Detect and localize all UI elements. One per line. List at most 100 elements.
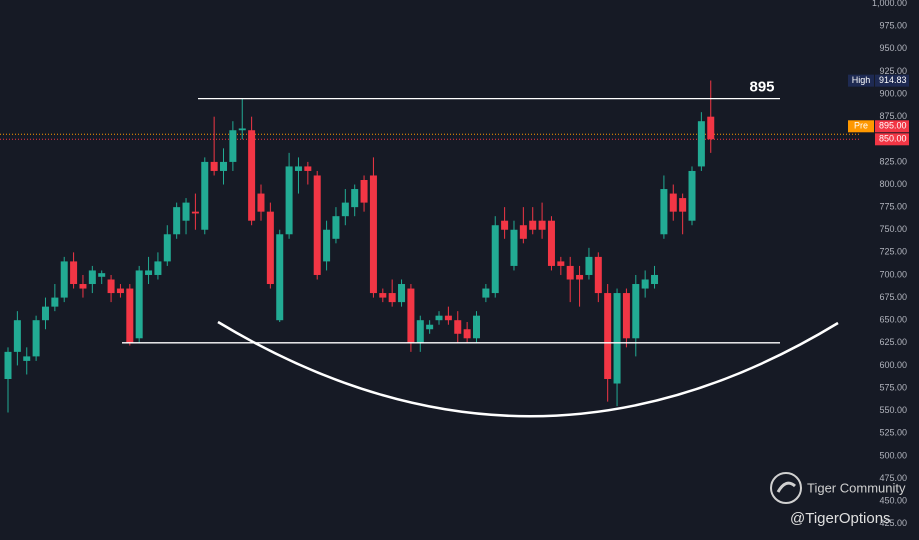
candle-body xyxy=(529,220,537,230)
y-tick-label: 750.00 xyxy=(879,224,907,234)
candle-body xyxy=(229,130,237,162)
candle-body xyxy=(388,293,396,303)
candle-body xyxy=(135,270,143,339)
candle-body xyxy=(622,293,630,339)
y-tick-label: 950.00 xyxy=(879,43,907,53)
candle-body xyxy=(379,293,387,298)
candle-body xyxy=(576,274,584,280)
y-tick-label: 775.00 xyxy=(879,202,907,212)
y-tick-label: 525.00 xyxy=(879,428,907,438)
y-tick-label: 825.00 xyxy=(879,156,907,166)
candle-body xyxy=(707,116,715,140)
candle-body xyxy=(557,261,565,266)
watermark: @TigerOptions xyxy=(790,510,891,527)
candle-body xyxy=(435,315,443,321)
candle-body xyxy=(501,220,509,230)
candle-body xyxy=(697,121,705,167)
candle-body xyxy=(323,229,331,262)
candle-body xyxy=(51,297,59,307)
price-tag-bg xyxy=(875,120,909,133)
candle-body xyxy=(604,293,612,379)
price-tag-bg xyxy=(875,133,909,146)
candle-body xyxy=(23,356,31,361)
y-tick-label: 575.00 xyxy=(879,382,907,392)
y-tick-label: 900.00 xyxy=(879,88,907,98)
y-tick-label: 1,000.00 xyxy=(872,0,907,8)
candle-body xyxy=(294,166,302,171)
y-tick-label: 675.00 xyxy=(879,292,907,302)
price-tag-name: High xyxy=(852,75,871,85)
logo xyxy=(770,472,802,504)
y-tick-label: 800.00 xyxy=(879,179,907,189)
candle-body xyxy=(632,284,640,339)
candle-body xyxy=(32,320,40,357)
candle-body xyxy=(473,315,480,339)
candle-body xyxy=(454,320,462,334)
candle-body xyxy=(426,324,434,330)
candle-body xyxy=(4,351,12,379)
candle-body xyxy=(679,198,687,212)
candle-body xyxy=(444,315,452,321)
candle-body xyxy=(463,329,471,339)
y-tick-label: 550.00 xyxy=(879,405,907,415)
candle-body xyxy=(266,211,274,285)
y-tick-label: 700.00 xyxy=(879,269,907,279)
candle-body xyxy=(60,261,68,298)
logo-mark xyxy=(776,481,796,493)
candle-body xyxy=(538,220,546,230)
candle-body xyxy=(360,180,368,203)
candle-body xyxy=(566,265,574,280)
candle-body xyxy=(79,284,87,289)
candle-body xyxy=(70,261,78,285)
price-tag-name: Pre xyxy=(854,121,868,131)
candle-body xyxy=(41,306,49,321)
candle-body xyxy=(98,273,106,277)
candle-body xyxy=(641,279,649,289)
candle-body xyxy=(13,320,21,352)
y-tick-label: 625.00 xyxy=(879,337,907,347)
watermark: Tiger Community xyxy=(807,480,906,495)
candle-body xyxy=(145,270,153,275)
candle-body xyxy=(594,256,602,294)
candle-body xyxy=(407,288,415,343)
candle-body xyxy=(220,161,228,171)
candle-body xyxy=(669,193,677,212)
candle-body xyxy=(191,211,199,214)
candle-body xyxy=(88,270,96,285)
candle-body xyxy=(154,261,162,275)
y-tick-label: 425.00 xyxy=(879,518,907,528)
price-tag-bg xyxy=(875,74,909,87)
candle-body xyxy=(107,279,115,294)
price-tag-value: 850.00 xyxy=(879,134,907,144)
candle-body xyxy=(351,189,359,208)
candle-body xyxy=(416,320,424,343)
candle-body xyxy=(660,189,668,235)
y-tick-label: 975.00 xyxy=(879,21,907,31)
y-tick-label: 925.00 xyxy=(879,66,907,76)
level-label: 895 xyxy=(749,79,774,96)
candle-body xyxy=(341,202,349,217)
candle-body xyxy=(201,161,209,230)
price-tag-value: 895.00 xyxy=(879,121,907,131)
candle-body xyxy=(116,288,124,294)
y-tick-label: 650.00 xyxy=(879,315,907,325)
candle-body xyxy=(651,274,659,285)
y-tick-label: 600.00 xyxy=(879,360,907,370)
candle-body xyxy=(238,128,246,131)
price-tag-name-bg xyxy=(848,74,874,87)
candle-body xyxy=(126,288,134,343)
candle-body xyxy=(398,284,406,303)
y-tick-label: 500.00 xyxy=(879,450,907,460)
candle-body xyxy=(547,220,555,266)
y-tick-label: 450.00 xyxy=(879,495,907,505)
candle-body xyxy=(613,293,621,384)
candle-body xyxy=(491,225,499,294)
candle-body xyxy=(163,234,171,262)
candle-body xyxy=(688,170,696,221)
y-tick-label: 725.00 xyxy=(879,247,907,257)
candle-body xyxy=(304,166,312,171)
candle-body xyxy=(285,166,293,235)
y-tick-label: 875.00 xyxy=(879,111,907,121)
candle-body xyxy=(332,216,340,239)
